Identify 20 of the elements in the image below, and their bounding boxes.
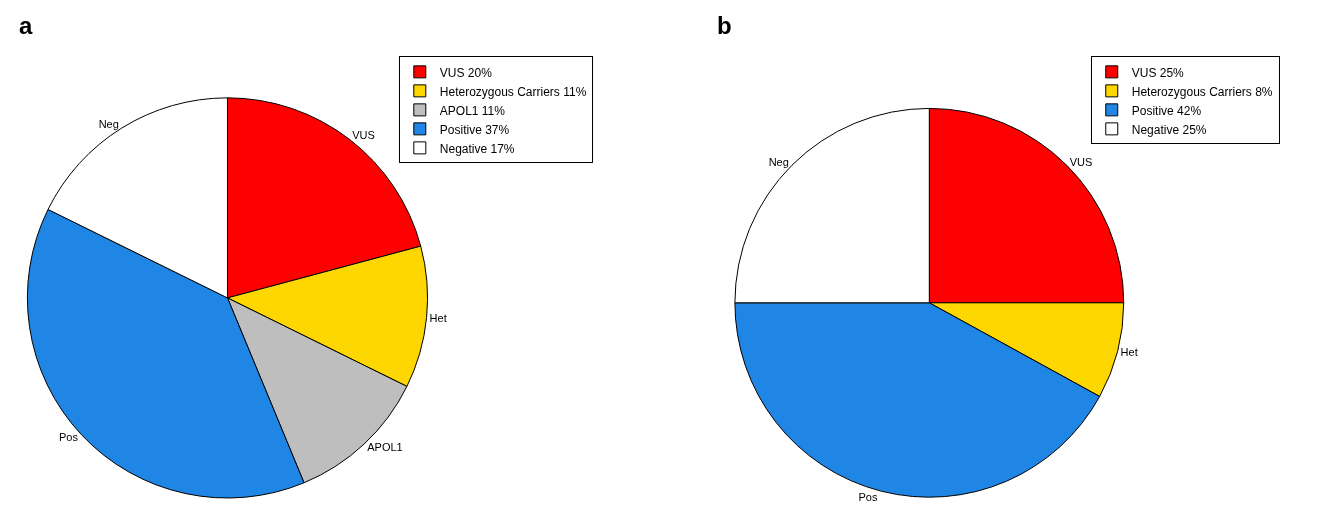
legend-label: Positive 37% (439, 122, 510, 137)
legend-label: Negative 25% (1131, 122, 1207, 137)
data-label: APOL1 (367, 441, 403, 454)
data-label: Het (429, 311, 447, 324)
legend-label: VUS 20% (439, 65, 493, 80)
data-label: Neg (768, 156, 789, 169)
legend-label: APOL1 11% (439, 103, 506, 118)
legend-label: VUS 25% (1131, 65, 1185, 80)
data-label: Pos (58, 431, 79, 444)
chart-title: a (19, 12, 33, 39)
legend-label: Positive 42% (1131, 103, 1202, 118)
chart-title: b (717, 12, 732, 39)
legend-label: Heterozygous Carriers 11% (439, 84, 587, 99)
data-label: VUS (1069, 156, 1093, 169)
data-label: Neg (98, 117, 119, 130)
legend-label: Negative 17% (439, 141, 515, 156)
legend-label: Heterozygous Carriers 8% (1131, 84, 1273, 99)
data-label: Pos (858, 490, 878, 503)
data-label: VUS (352, 129, 375, 142)
data-label: Het (1120, 345, 1138, 358)
